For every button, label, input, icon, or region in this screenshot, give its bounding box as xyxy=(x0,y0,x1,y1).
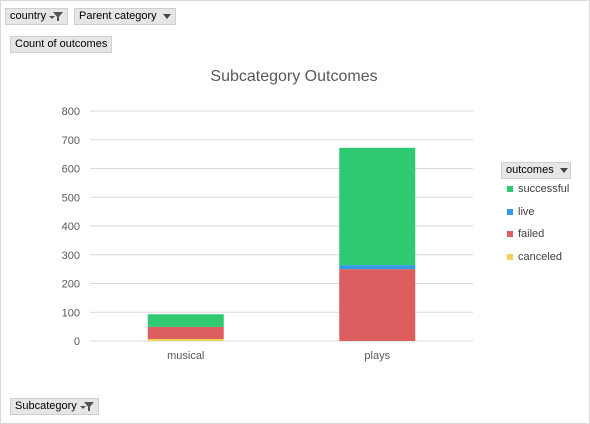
legend-item-successful: successful xyxy=(507,183,569,195)
legend-item-live: live xyxy=(507,206,535,218)
y-tick-label: 300 xyxy=(62,250,80,262)
legend-swatch-live xyxy=(507,209,513,215)
bar-musical-canceled xyxy=(147,338,224,341)
filter-icon xyxy=(79,401,94,412)
parent-category-filter-button[interactable]: Parent category xyxy=(74,8,176,25)
subcategory-filter-button[interactable]: Subcategory xyxy=(10,398,99,415)
country-filter-button[interactable]: country xyxy=(5,8,69,25)
chevron-down-icon xyxy=(559,168,568,173)
gridlines xyxy=(90,110,473,342)
legend-swatch-failed xyxy=(507,231,513,237)
legend-label-live: live xyxy=(518,206,535,218)
chart-title: Subcategory Outcomes xyxy=(210,68,377,85)
legend-swatch-successful xyxy=(507,186,513,192)
y-axis-ticks: 0 100 200 300 400 500 600 700 800 xyxy=(62,106,80,348)
filter-icon xyxy=(49,11,64,22)
y-tick-label: 600 xyxy=(62,164,80,176)
bar-plays-live xyxy=(339,265,416,270)
country-filter-label: country xyxy=(10,10,47,22)
legend-item-failed: failed xyxy=(507,228,544,240)
outcomes-legend-label: outcomes xyxy=(506,164,554,176)
y-tick-label: 100 xyxy=(62,307,80,319)
bar-plays-failed xyxy=(339,269,416,341)
y-tick-label: 200 xyxy=(62,279,80,291)
chevron-down-icon xyxy=(162,14,171,19)
bars xyxy=(147,147,416,341)
legend-label-successful: successful xyxy=(518,183,570,195)
y-tick-label: 800 xyxy=(62,106,80,118)
y-tick-label: 500 xyxy=(62,192,80,204)
outcomes-legend-button[interactable]: outcomes xyxy=(501,162,571,179)
y-tick-label: 400 xyxy=(62,221,80,233)
legend-swatch-canceled xyxy=(507,254,513,260)
x-tick-label-plays: plays xyxy=(364,350,390,362)
bar-musical-failed xyxy=(147,326,224,339)
legend-label-canceled: canceled xyxy=(518,251,563,263)
legend-item-canceled: canceled xyxy=(507,251,562,263)
x-axis-ticks: musical plays xyxy=(167,350,390,362)
y-tick-label: 700 xyxy=(62,135,80,147)
subcategory-filter-label: Subcategory xyxy=(15,400,77,412)
x-tick-label-musical: musical xyxy=(167,350,204,362)
values-field-button[interactable]: Count of outcomes xyxy=(10,36,113,53)
legend-label-failed: failed xyxy=(518,228,545,240)
parent-category-filter-label: Parent category xyxy=(79,10,157,22)
values-field-label: Count of outcomes xyxy=(15,38,108,50)
bar-musical-successful xyxy=(147,314,224,327)
y-tick-label: 0 xyxy=(74,336,80,348)
bar-plays-successful xyxy=(339,147,416,266)
